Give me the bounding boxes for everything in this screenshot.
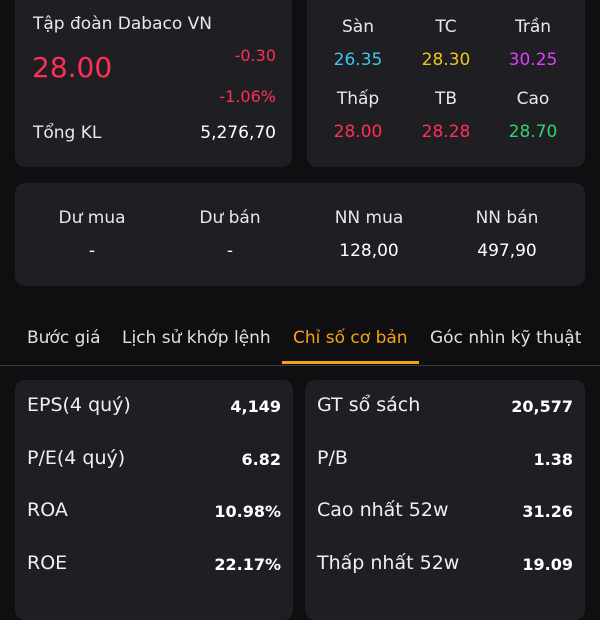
metric-row: GT sổ sách 20,577 <box>305 394 585 424</box>
average-price-value: 28.28 <box>421 122 471 142</box>
low-price-label: Thấp <box>336 89 380 109</box>
pb-value: 1.38 <box>533 450 573 469</box>
tab-match-history[interactable]: Lịch sử khớp lệnh <box>122 328 271 348</box>
metric-row: ROA 10.98% <box>15 499 293 529</box>
total-volume-value: 5,276,70 <box>200 123 276 143</box>
order-flow-card: Dư mua - Dư bán - NN mua 128,00 NN bán 4… <box>15 183 585 286</box>
high-price-value: 28.70 <box>508 122 558 142</box>
fundamentals-right-card: GT sổ sách 20,577 P/B 1.38 Cao nhất 52w … <box>305 380 585 620</box>
metric-row: ROE 22.17% <box>15 552 293 582</box>
average-price-label: TB <box>434 89 458 109</box>
eps-value: 4,149 <box>230 397 281 416</box>
roe-label: ROE <box>27 552 68 574</box>
bid-surplus-label: Dư mua <box>58 208 126 228</box>
pe-label: P/E(4 quý) <box>27 447 126 469</box>
reference-price-value: 28.30 <box>421 50 471 70</box>
tab-fundamentals[interactable]: Chỉ số cơ bản <box>293 328 408 348</box>
current-price: 28.00 <box>32 51 113 84</box>
low-52w-value: 19.09 <box>522 555 573 574</box>
tab-price-step[interactable]: Bước giá <box>27 328 101 348</box>
high-52w-value: 31.26 <box>522 502 573 521</box>
tab-divider <box>0 365 600 366</box>
floor-price-label: Sàn <box>342 17 374 37</box>
total-volume-label: Tổng KL <box>33 123 102 143</box>
stock-summary-card: Tập đoàn Dabaco VN 28.00 -0.30 -1.06% Tổ… <box>15 0 292 167</box>
high-price-label: Cao <box>516 89 550 109</box>
low-52w-label: Thấp nhất 52w <box>317 552 460 574</box>
book-value-label: GT sổ sách <box>317 394 421 416</box>
ceiling-price-label: Trần <box>514 17 552 37</box>
floor-price-value: 26.35 <box>333 50 383 70</box>
price-change: -0.30 <box>234 46 276 65</box>
tab-technical-view[interactable]: Góc nhìn kỹ thuật <box>430 328 582 348</box>
metric-row: Thấp nhất 52w 19.09 <box>305 552 585 582</box>
metric-row: EPS(4 quý) 4,149 <box>15 394 293 424</box>
metric-row: Cao nhất 52w 31.26 <box>305 499 585 529</box>
ask-surplus-value: - <box>226 241 234 261</box>
tab-bar: Bước giá Lịch sử khớp lệnh Chỉ số cơ bản… <box>0 318 600 366</box>
foreign-sell-value: 497,90 <box>477 241 537 261</box>
pb-label: P/B <box>317 447 348 469</box>
ceiling-price-value: 30.25 <box>508 50 558 70</box>
book-value-value: 20,577 <box>511 397 573 416</box>
active-tab-indicator <box>282 361 419 364</box>
price-levels-card: Sàn 26.35 TC 28.30 Trần 30.25 Thấp 28.00… <box>307 0 585 167</box>
roa-value: 10.98% <box>214 502 281 521</box>
ask-surplus-label: Dư bán <box>199 208 261 228</box>
metric-row: P/B 1.38 <box>305 447 585 477</box>
price-change-percent: -1.06% <box>219 87 276 106</box>
reference-price-label: TC <box>435 17 457 37</box>
pe-value: 6.82 <box>241 450 281 469</box>
eps-label: EPS(4 quý) <box>27 394 131 416</box>
roa-label: ROA <box>27 499 68 521</box>
foreign-sell-label: NN bán <box>475 208 539 228</box>
metric-row: P/E(4 quý) 6.82 <box>15 447 293 477</box>
roe-value: 22.17% <box>214 555 281 574</box>
fundamentals-left-card: EPS(4 quý) 4,149 P/E(4 quý) 6.82 ROA 10.… <box>15 380 293 620</box>
low-price-value: 28.00 <box>333 122 383 142</box>
bid-surplus-value: - <box>88 241 96 261</box>
high-52w-label: Cao nhất 52w <box>317 499 449 521</box>
company-name: Tập đoàn Dabaco VN <box>33 14 212 34</box>
foreign-buy-label: NN mua <box>334 208 404 228</box>
foreign-buy-value: 128,00 <box>339 241 399 261</box>
